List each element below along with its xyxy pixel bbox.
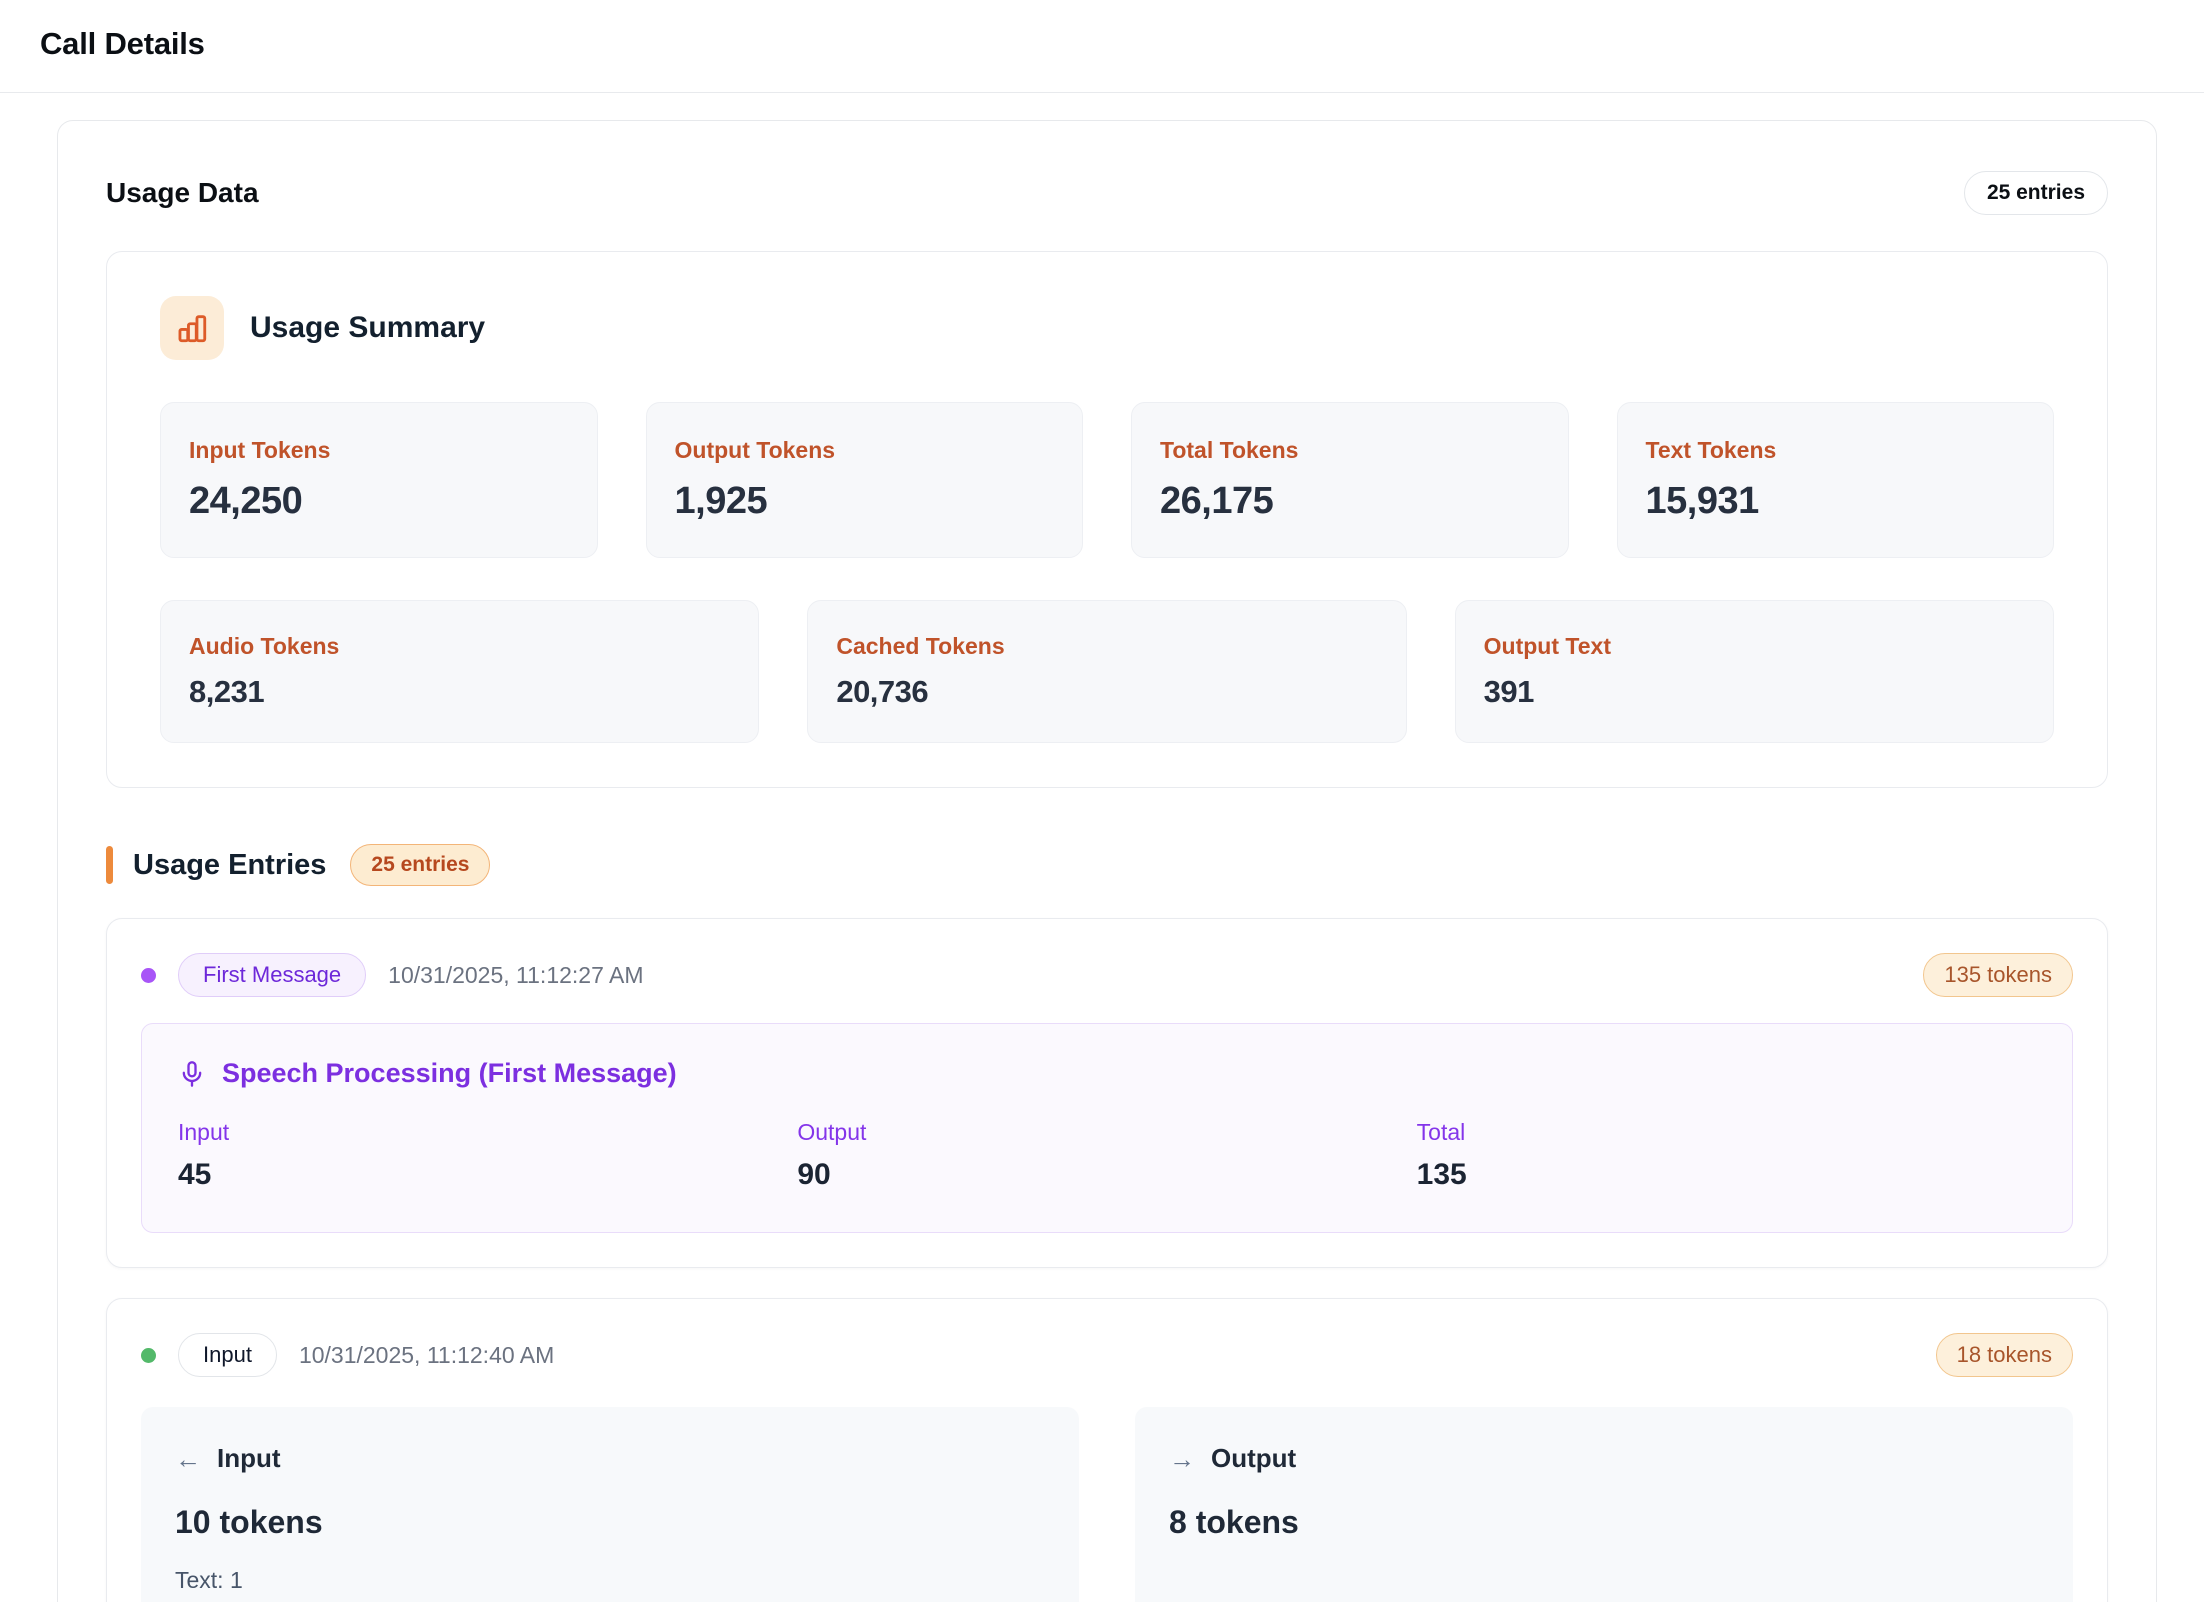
metric-value: 45 [178, 1158, 212, 1191]
metric-label: Output [797, 1119, 867, 1145]
usage-entries-title: Usage Entries [133, 848, 327, 881]
microphone-icon [178, 1060, 206, 1088]
stat-value: 15,931 [1645, 480, 1760, 522]
usage-summary-card: Usage Summary Input Tokens 24,250 Output… [106, 251, 2108, 788]
stat-total-tokens: Total Tokens 26,175 [1131, 402, 1569, 558]
accent-bar [106, 846, 113, 884]
metric-label: Input [178, 1119, 230, 1145]
input-panel: ← Input 10 tokens Text: 1 Audio: 9 [141, 1407, 1079, 1602]
stat-input-tokens: Input Tokens 24,250 [160, 402, 598, 558]
metric-label: Total [1416, 1119, 1466, 1145]
usage-summary-header: Usage Summary [160, 296, 2054, 360]
entry-tokens-badge: 135 tokens [1923, 953, 2073, 997]
input-token-count: 10 tokens [175, 1504, 323, 1540]
stat-cached-tokens: Cached Tokens 20,736 [807, 600, 1407, 743]
speech-panel-title: Speech Processing (First Message) [222, 1058, 677, 1088]
usage-entries-count-badge: 25 entries [350, 844, 491, 886]
stat-output-tokens: Output Tokens 1,925 [645, 402, 1083, 558]
output-panel: → Output 8 tokens [1135, 1407, 2073, 1602]
output-panel-header: → Output [1169, 1443, 2039, 1474]
stat-label: Total Tokens [1160, 437, 1299, 463]
entry-header: First Message 10/31/2025, 11:12:27 AM 13… [141, 953, 2073, 997]
usage-entries-header: Usage Entries 25 entries [106, 844, 2108, 886]
speech-metrics: Input 45 Output 90 Total 135 [178, 1119, 2036, 1192]
input-panel-label: Input [217, 1443, 281, 1473]
stat-value: 20,736 [836, 674, 929, 709]
stat-value: 26,175 [1160, 480, 1274, 522]
stat-value: 8,231 [189, 674, 265, 709]
usage-data-title: Usage Data [106, 177, 259, 208]
stat-label: Input Tokens [189, 437, 331, 463]
page-title: Call Details [40, 26, 205, 61]
stat-label: Output Text [1483, 633, 1611, 659]
entries-count-badge: 25 entries [1963, 171, 2108, 215]
entry-io-grid: ← Input 10 tokens Text: 1 Audio: 9 → Out… [141, 1407, 2073, 1602]
stat-audio-tokens: Audio Tokens 8,231 [160, 600, 760, 743]
input-detail-text: Text: 1 [175, 1567, 243, 1593]
stat-value: 1,925 [674, 480, 768, 522]
stat-output-text: Output Text 391 [1454, 600, 2054, 743]
output-token-count: 8 tokens [1169, 1504, 1299, 1540]
entry-status-dot-green [141, 1347, 156, 1363]
speech-title-row: Speech Processing (First Message) [178, 1058, 2036, 1089]
speech-processing-panel: Speech Processing (First Message) Input … [141, 1023, 2073, 1233]
stat-label: Text Tokens [1645, 437, 1777, 463]
stat-text-tokens: Text Tokens 15,931 [1616, 402, 2054, 558]
entry-type-badge: Input [178, 1333, 277, 1377]
usage-entry-input[interactable]: Input 10/31/2025, 11:12:40 AM 18 tokens … [106, 1298, 2108, 1602]
stat-label: Audio Tokens [189, 633, 340, 659]
arrow-right-icon: → [1169, 1443, 1195, 1474]
summary-stats-row-2: Audio Tokens 8,231 Cached Tokens 20,736 … [160, 600, 2054, 743]
stat-label: Output Tokens [674, 437, 836, 463]
entry-timestamp: 10/31/2025, 11:12:27 AM [388, 961, 644, 988]
page-header: Call Details [0, 0, 2204, 93]
entry-tokens-badge-wrap: 135 tokens [1923, 953, 2073, 997]
arrow-left-icon: ← [175, 1443, 201, 1474]
entry-type-badge: First Message [178, 953, 367, 997]
output-panel-label: Output [1211, 1443, 1297, 1473]
stat-value: 391 [1483, 674, 1535, 709]
entry-tokens-badge: 18 tokens [1935, 1333, 2073, 1377]
usage-data-card: Usage Data 25 entries Usage Summary Inpu… [57, 120, 2157, 1602]
usage-entry-first-message[interactable]: First Message 10/31/2025, 11:12:27 AM 13… [106, 918, 2108, 1268]
speech-metric-output: Output 90 [797, 1119, 1416, 1192]
entry-tokens-badge-wrap: 18 tokens [1935, 1333, 2073, 1377]
stat-value: 24,250 [189, 480, 303, 522]
entry-status-dot-purple [141, 967, 156, 983]
entry-header: Input 10/31/2025, 11:12:40 AM 18 tokens [141, 1333, 2073, 1377]
usage-data-header: Usage Data 25 entries [106, 171, 2108, 215]
speech-metric-total: Total 135 [1417, 1119, 2036, 1192]
stat-label: Cached Tokens [836, 633, 1005, 659]
entry-timestamp: 10/31/2025, 11:12:40 AM [298, 1341, 555, 1368]
speech-metric-input: Input 45 [178, 1119, 797, 1192]
metric-value: 90 [797, 1158, 831, 1191]
input-panel-header: ← Input [175, 1443, 1045, 1474]
metric-value: 135 [1416, 1158, 1467, 1191]
bar-chart-icon [160, 296, 224, 360]
summary-stats-row-1: Input Tokens 24,250 Output Tokens 1,925 … [160, 402, 2054, 558]
usage-summary-title: Usage Summary [250, 311, 486, 344]
